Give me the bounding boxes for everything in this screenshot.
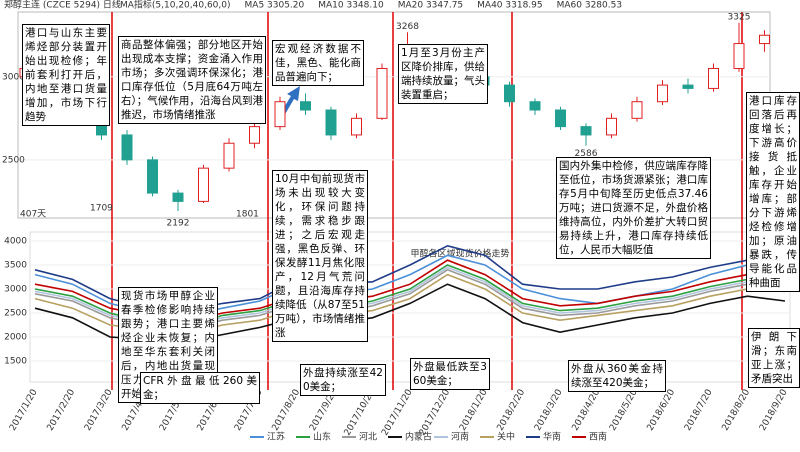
phase-lines bbox=[111, 12, 743, 390]
small-label: 1801 bbox=[236, 210, 259, 220]
chart-title: 郑醇主连 (CZCE 5294) 日线 bbox=[4, 0, 121, 11]
x-tick-label: 2018/4/20 bbox=[571, 388, 603, 433]
annotation: 国内外集中检修，供应端库存降至低位，市场货源紧张；港口库存5月中旬降至历史低点3… bbox=[556, 157, 711, 259]
candle-body bbox=[351, 117, 362, 136]
candle-body bbox=[759, 34, 770, 45]
y-tick-label: 4000 bbox=[4, 237, 27, 247]
annotation: 1月至3月份主产区降价排库，供给端持续放量；气头装置重启； bbox=[398, 44, 488, 104]
annotation: 外盘最低跌至360美金； bbox=[410, 358, 490, 390]
candle-body bbox=[682, 84, 694, 89]
legend-label: 关中 bbox=[497, 431, 515, 443]
x-tick-label: 2018/7/20 bbox=[683, 388, 715, 433]
x-tick-label: 2018/8/20 bbox=[721, 388, 753, 433]
legend-label: 西南 bbox=[589, 431, 607, 443]
candle-body bbox=[274, 101, 286, 128]
indicator-label: MA20 3347.75 bbox=[398, 1, 463, 11]
annotation: 外盘持续涨至420美金； bbox=[300, 364, 386, 396]
candle-body bbox=[376, 67, 388, 119]
x-tick-label: 2017/3/20 bbox=[83, 388, 115, 433]
extreme-label: 3325 bbox=[728, 12, 751, 22]
candle-body bbox=[555, 109, 566, 128]
extreme-label: 2192 bbox=[167, 219, 190, 229]
candle-body bbox=[121, 134, 133, 161]
x-tick-label: 2018/5/20 bbox=[608, 388, 640, 433]
candle-body bbox=[580, 126, 592, 136]
small-label: 1709 bbox=[90, 204, 113, 214]
candle-body bbox=[657, 84, 668, 103]
legend-label: 内蒙古 bbox=[405, 431, 432, 443]
indicator-label: MA60 3280.53 bbox=[557, 1, 622, 11]
indicator-label: MA指标(5,10,20,40,60,0) bbox=[120, 0, 231, 11]
candle-body bbox=[606, 117, 617, 136]
annotation: CFR外盘最低260美金； bbox=[140, 372, 260, 404]
y-tick-label: 3000 bbox=[2, 72, 25, 82]
small-label: 407天 bbox=[20, 210, 46, 220]
legend-label: 河北 bbox=[359, 431, 377, 443]
annotation: 宏观经济数据不佳，黑色、能化商品普遍向下； bbox=[272, 40, 364, 86]
legend-label: 山东 bbox=[313, 431, 331, 443]
candle-body bbox=[708, 67, 719, 89]
x-tick-label: 2018/1/20 bbox=[458, 388, 490, 433]
candle-body bbox=[300, 101, 311, 111]
x-tick-label: 2017/8/20 bbox=[271, 388, 303, 433]
candle-body bbox=[223, 142, 235, 169]
y-tick-label: 3000 bbox=[4, 285, 27, 295]
annotation: 10月中旬前现货市场未出现较大变化，环保问题持续，需求稳步跟进；之后宏观走强，黑… bbox=[272, 170, 368, 342]
candle-body bbox=[631, 101, 643, 119]
y-tick-label: 2500 bbox=[2, 155, 25, 165]
candle-body bbox=[198, 167, 209, 202]
chart-title: 甲醇各区域现货价格走势 bbox=[410, 248, 509, 260]
candle-body bbox=[504, 84, 515, 103]
y-tick-label: 2500 bbox=[4, 309, 27, 319]
y-tick-label: 2000 bbox=[4, 333, 27, 343]
legend-label: 河南 bbox=[451, 431, 469, 443]
annotation: 港口库存回落后再度增长；下游高价接货抵触，企业库存开始增库；部分下游烯烃检修增加… bbox=[746, 92, 800, 292]
x-tick-label: 2018/2/20 bbox=[496, 388, 528, 433]
candle-body bbox=[147, 159, 158, 194]
candle-body bbox=[172, 192, 184, 202]
y-tick-label: 3500 bbox=[4, 261, 27, 271]
indicator-label: MA10 3348.10 bbox=[318, 1, 384, 11]
x-tick-label: 2017/2/20 bbox=[46, 388, 78, 433]
candle-body bbox=[249, 126, 260, 144]
annotation: 商品整体偏强；部分地区开始出现成本支撑；资金涌入作用市场；多次强调环保深化；港口… bbox=[118, 36, 266, 124]
annotation: 伊朗下滑；东南亚上涨；矛盾突出 bbox=[748, 328, 800, 388]
x-tick-label: 2018/3/20 bbox=[533, 388, 565, 433]
extreme-label: 3268 bbox=[396, 22, 419, 32]
x-tick-label: 2018/9/20 bbox=[758, 388, 790, 433]
legend-label: 江苏 bbox=[267, 431, 285, 443]
candle-body bbox=[325, 109, 337, 136]
x-tick-label: 2018/6/20 bbox=[646, 388, 678, 433]
annotation: 外盘从360美金持续涨至420美金； bbox=[568, 360, 666, 392]
y-tick-label: 1500 bbox=[4, 357, 27, 367]
indicator-label: MA40 3318.95 bbox=[477, 1, 542, 11]
annotation: 港口与山东主要烯烃部分装置开始出现检修；年前套利打开后，内地至港口货量增加，市场… bbox=[22, 24, 110, 126]
legend-label: 华南 bbox=[543, 431, 561, 443]
x-tick-label: 2017/1/20 bbox=[8, 388, 40, 433]
x-tick-label: 2017/12/20 bbox=[418, 388, 453, 438]
candle-body bbox=[733, 43, 745, 69]
indicator-label: MA5 3305.20 bbox=[245, 1, 305, 11]
candle-body bbox=[529, 101, 541, 111]
extreme-label: 2586 bbox=[575, 149, 598, 159]
